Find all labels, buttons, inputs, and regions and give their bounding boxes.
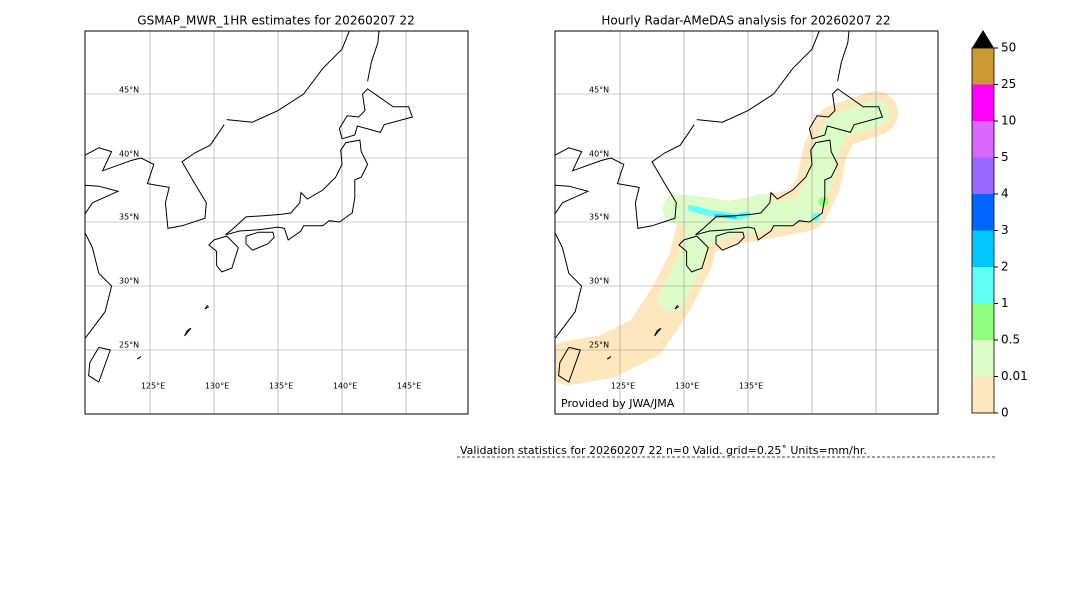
colorbar-segment: [972, 48, 994, 85]
coastline: [184, 327, 192, 337]
coastline: [674, 304, 680, 310]
colorbar-segment: [972, 194, 994, 231]
colorbar-extend: [972, 30, 994, 48]
lon-label: 135°E: [269, 382, 293, 391]
colorbar-label: 4: [1001, 187, 1009, 201]
colorbar: 0 0.01 0.5 1 2 3 4 5 10 25 50: [971, 30, 1028, 420]
coastline: [85, 124, 225, 339]
coastline: [208, 235, 239, 273]
lat-label: 40°N: [589, 150, 609, 159]
colorbar-label: 0.01: [1001, 369, 1028, 383]
panel-title: Hourly Radar-AMeDAS analysis for 2026020…: [601, 14, 890, 28]
colorbar-segment: [972, 157, 994, 194]
coastline: [225, 139, 369, 241]
colorbar-segment: [972, 84, 994, 121]
coastline: [88, 346, 111, 383]
lon-label: 140°E: [333, 382, 357, 391]
lon-label: 130°E: [205, 382, 229, 391]
validation-text: Validation statistics for 20260207 22 n=…: [460, 444, 867, 457]
lon-label: 130°E: [675, 382, 699, 391]
coastline: [837, 31, 850, 82]
colorbar-label: 3: [1001, 223, 1009, 237]
lat-label: 30°N: [119, 277, 139, 286]
map-frame: [554, 30, 939, 415]
coastline: [696, 31, 820, 123]
lat-label: 30°N: [589, 277, 609, 286]
colorbar-label: 10: [1001, 114, 1016, 128]
coastline: [715, 231, 745, 251]
lat-label: 35°N: [589, 213, 609, 222]
coastline: [204, 304, 210, 310]
colorbar-segment: [972, 376, 994, 413]
colorbar-segment: [972, 340, 994, 377]
coastline: [367, 31, 380, 82]
lon-label: 125°E: [141, 382, 165, 391]
colorbar-label: 25: [1001, 77, 1016, 91]
precip-area: [658, 100, 889, 312]
credit: Provided by JWA/JMA: [561, 397, 675, 410]
precip-area: [818, 196, 829, 207]
coastline: [558, 346, 581, 383]
lon-label: 125°E: [611, 382, 635, 391]
map-body: [85, 31, 468, 414]
map-content: [555, 31, 938, 414]
map-body: [555, 31, 938, 414]
colorbar-segment: [972, 121, 994, 158]
lon-label: 135°E: [739, 382, 763, 391]
colorbar-label: 2: [1001, 260, 1009, 274]
colorbar-label: 1: [1001, 296, 1009, 310]
coastline: [654, 327, 662, 337]
colorbar-segment: [972, 230, 994, 267]
map-panel: Hourly Radar-AMeDAS analysis for 2026020…: [554, 14, 939, 415]
map-frame: [84, 30, 469, 415]
colorbar-label: 0.5: [1001, 333, 1020, 347]
lat-label: 25°N: [589, 341, 609, 350]
coastline: [606, 355, 612, 360]
colorbar-segment: [972, 267, 994, 304]
coastline: [245, 231, 275, 251]
map-panel: GSMAP_MWR_1HR estimates for 20260207 22 4…: [84, 14, 469, 415]
lat-label: 35°N: [119, 213, 139, 222]
lon-label: 145°E: [397, 382, 421, 391]
coastline: [695, 139, 839, 241]
colorbar-segment: [972, 303, 994, 340]
panel-title: GSMAP_MWR_1HR estimates for 20260207 22: [137, 14, 414, 28]
colorbar-label: 0: [1001, 406, 1009, 420]
lat-label: 40°N: [119, 150, 139, 159]
lat-label: 45°N: [589, 86, 609, 95]
coastline: [338, 88, 414, 140]
coastline: [226, 31, 350, 123]
lat-label: 25°N: [119, 341, 139, 350]
coastline: [136, 355, 142, 360]
coastline: [555, 124, 695, 339]
coastline: [678, 235, 709, 273]
lat-label: 45°N: [119, 86, 139, 95]
colorbar-label: 50: [1001, 41, 1016, 55]
coastline: [808, 88, 884, 140]
colorbar-label: 5: [1001, 150, 1009, 164]
map-content: [85, 31, 468, 414]
